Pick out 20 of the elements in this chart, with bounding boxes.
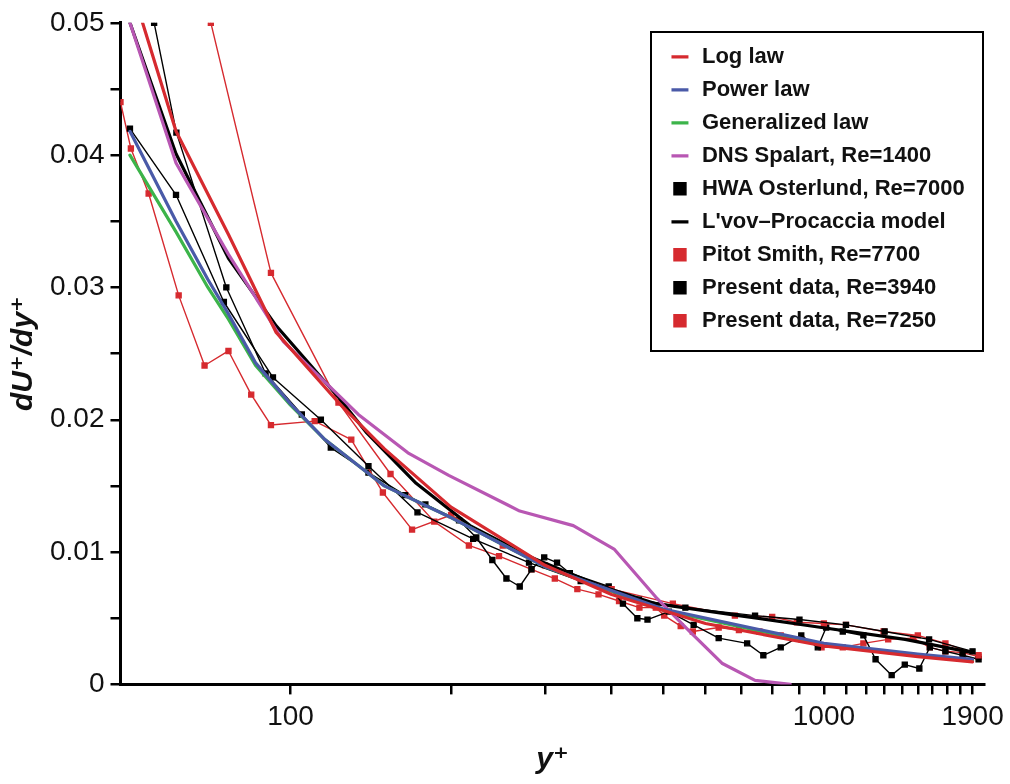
legend-label: Log law	[701, 42, 785, 68]
y-tick-label: 0.03	[50, 270, 105, 302]
x-tick-label: 100	[267, 699, 314, 731]
x-axis-title: y⁺	[534, 741, 569, 775]
x-tick-label: 1000	[792, 699, 856, 731]
y-axis-title: dU⁺/dy⁺	[5, 296, 39, 412]
y-tick-label: 0.01	[50, 534, 105, 566]
x-tick-label: 1900	[941, 699, 1004, 731]
y-tick-label: 0.05	[50, 5, 105, 37]
legend-label: DNS Spalart, Re=1400	[701, 141, 932, 167]
legend-label: Power law	[701, 75, 811, 101]
y-tick-label: 0.04	[50, 137, 105, 169]
legend-label: Present data, Re=3940	[701, 273, 937, 299]
y-tick-label: 0	[88, 667, 105, 699]
legend-label: Generalized law	[701, 108, 870, 134]
legend-label: HWA Osterlund, Re=7000	[701, 174, 965, 200]
legend-label: L'vov–Procaccia model	[701, 207, 946, 233]
legend-label: Pitot Smith, Re=7700	[701, 240, 921, 266]
y-tick-label: 0.02	[50, 402, 105, 434]
legend-label: Present data, Re=7250	[701, 306, 937, 332]
